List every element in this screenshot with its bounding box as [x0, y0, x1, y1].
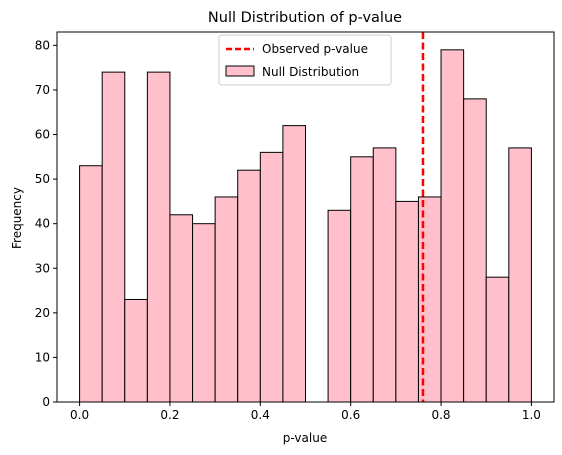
y-axis-label: Frequency [10, 187, 24, 249]
x-tick-label: 0.4 [251, 408, 270, 422]
histogram-bar [327, 209, 352, 403]
histogram-bar [259, 151, 284, 403]
histogram-bar [508, 147, 532, 403]
y-axis-ticks: 0 10 20 30 40 50 60 70 80 [35, 38, 57, 409]
chart-title: Null Distribution of p-value [208, 10, 402, 26]
histogram-bar [440, 49, 465, 403]
x-axis-ticks: 0.0 0.2 0.4 0.6 0.8 1.0 [70, 402, 541, 422]
plot-frame [56, 31, 555, 403]
y-tick-label: 60 [35, 128, 50, 142]
y-tick-label: 0 [42, 395, 50, 409]
x-tick-label: 0.2 [160, 408, 179, 422]
histogram-bar [372, 147, 397, 403]
histogram-bars [79, 49, 532, 403]
x-axis-label: p-value [283, 431, 327, 445]
histogram-bar [282, 125, 306, 403]
histogram-bar [395, 200, 419, 403]
histogram-bar [214, 196, 239, 403]
y-tick-label: 30 [35, 261, 50, 275]
y-tick-label: 70 [35, 83, 50, 97]
y-tick-label: 10 [35, 350, 50, 364]
y-tick-label: 80 [35, 38, 50, 52]
y-tick-label: 40 [35, 217, 50, 231]
legend-box [218, 34, 392, 86]
histogram-bar [79, 165, 103, 403]
legend: Observed p-value Null Distribution [218, 34, 392, 86]
y-tick-label: 20 [35, 306, 50, 320]
legend-null-label: Null Distribution [262, 65, 359, 79]
histogram-bar [192, 223, 216, 403]
x-tick-label: 1.0 [522, 408, 541, 422]
histogram-bar [169, 214, 194, 403]
histogram-bar [146, 71, 171, 403]
x-tick-label: 0.8 [431, 408, 450, 422]
legend-observed-label: Observed p-value [262, 42, 368, 56]
legend-null-swatch [225, 65, 255, 77]
histogram-bar [350, 156, 374, 403]
histogram-bar [485, 276, 510, 403]
x-tick-label: 0.6 [341, 408, 360, 422]
x-tick-label: 0.0 [70, 408, 89, 422]
histogram-bar [124, 298, 148, 403]
histogram-bar [101, 71, 126, 403]
histogram-bar [463, 98, 487, 403]
y-tick-label: 50 [35, 172, 50, 186]
histogram-bar [237, 169, 261, 403]
